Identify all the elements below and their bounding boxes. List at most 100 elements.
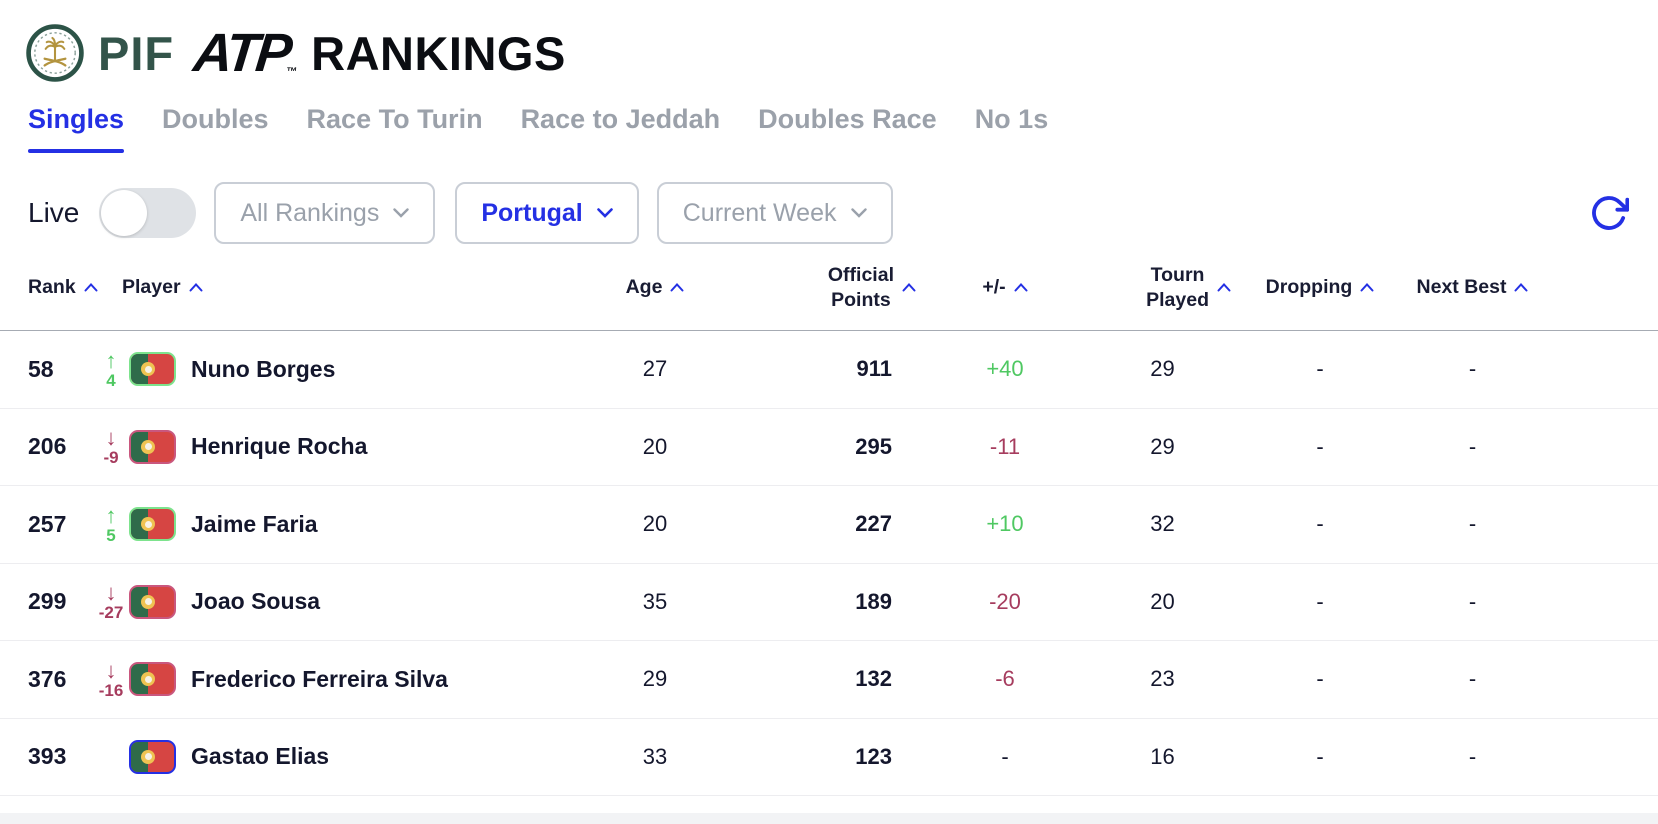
table-row[interactable]: 376 -16 Frederico Ferreira Silva 29 132 … [0, 641, 1658, 719]
portugal-flag-icon [129, 507, 176, 542]
next-best-value: - [1468, 511, 1477, 537]
table-row[interactable]: 257 5 Jaime Faria 20 227 +10 32 - - [0, 486, 1658, 564]
age-value: 35 [642, 588, 668, 614]
age-value: 20 [642, 433, 668, 459]
brand-header: PIF ATP ™ RANKINGS [0, 0, 1658, 90]
dropping-value: - [1316, 588, 1324, 614]
sort-chevron-icon[interactable] [902, 283, 916, 292]
country-value: Portugal [481, 198, 583, 227]
player-name-link[interactable]: Henrique Rocha [191, 433, 368, 460]
rank-move-value: -27 [98, 603, 124, 623]
column-header-official-points[interactable]: Official Points [700, 263, 930, 312]
refresh-icon [1592, 196, 1629, 230]
rank-value: 376 [28, 665, 67, 692]
next-row-partial [0, 813, 1658, 824]
pif-wordmark: PIF [98, 26, 175, 80]
sort-chevron-icon[interactable] [1217, 283, 1231, 292]
ranking-type-dropdown[interactable]: All Rankings [214, 182, 436, 244]
sort-chevron-icon[interactable] [670, 283, 684, 292]
dropping-value: - [1316, 511, 1324, 537]
tab-race-to-turin[interactable]: Race To Turin [306, 104, 483, 134]
flag-cell [127, 507, 183, 542]
tournaments-played-value: 29 [1150, 433, 1175, 459]
sort-chevron-icon[interactable] [189, 283, 203, 292]
country-dropdown[interactable]: Portugal [455, 182, 639, 244]
rank-move-arrow-icon [106, 582, 117, 604]
live-toggle[interactable] [99, 188, 197, 238]
dropping-value: - [1316, 666, 1324, 692]
flag-cell [127, 352, 183, 387]
rank-movement: 4 [95, 350, 127, 389]
refresh-button[interactable] [1588, 190, 1630, 236]
rank-move-value: 4 [106, 370, 116, 390]
next-best-value: - [1468, 666, 1477, 692]
table-row[interactable]: 58 4 Nuno Borges 27 911 +40 29 - - [0, 331, 1658, 409]
column-header-next-best[interactable]: Next Best [1395, 276, 1550, 299]
rank-move-value: 5 [106, 525, 116, 545]
player-name-link[interactable]: Gastao Elias [191, 743, 330, 770]
table-row[interactable]: 393 Gastao Elias 33 123 - 16 - - [0, 719, 1658, 796]
dropping-value: - [1316, 356, 1324, 382]
rank-movement: -27 [95, 582, 127, 621]
player-name-link[interactable]: Frederico Ferreira Silva [191, 665, 448, 692]
tab-singles[interactable]: Singles [28, 104, 125, 153]
chevron-down-icon [596, 208, 613, 218]
official-points-value: 911 [856, 356, 893, 382]
portugal-flag-icon [129, 739, 176, 774]
rank-move-arrow-icon [106, 505, 117, 527]
table-row[interactable]: 299 -27 Joao Sousa 35 189 -20 20 - - [0, 564, 1658, 641]
rank-movement: -9 [95, 427, 127, 466]
age-value: 20 [642, 511, 668, 537]
filter-bar: Live All Rankings Portugal Current Week [0, 153, 1658, 245]
column-header-rank[interactable]: Rank [0, 276, 98, 299]
flag-cell [127, 584, 183, 619]
pif-emblem-icon [26, 24, 84, 82]
tab-race-to-jeddah[interactable]: Race to Jeddah [520, 104, 721, 134]
flag-cell [127, 429, 183, 464]
player-name-link[interactable]: Nuno Borges [191, 355, 336, 382]
portugal-flag-icon [129, 429, 176, 464]
rank-move-arrow-icon [106, 427, 117, 449]
rank-value: 299 [28, 588, 67, 615]
week-value: Current Week [682, 198, 837, 227]
live-label: Live [28, 197, 80, 228]
rank-move-arrow-icon [106, 660, 117, 682]
live-toggle-knob [101, 190, 148, 236]
page-title: RANKINGS [311, 26, 566, 80]
rank-value: 393 [28, 743, 67, 770]
column-header-age[interactable]: Age [610, 276, 700, 299]
next-best-value: - [1468, 743, 1477, 769]
sort-chevron-icon[interactable] [1514, 283, 1528, 292]
flag-cell [127, 739, 183, 774]
tournaments-played-value: 32 [1150, 511, 1175, 537]
tournaments-played-value: 29 [1150, 356, 1175, 382]
rankings-table-body: 58 4 Nuno Borges 27 911 +40 29 - - [0, 331, 1658, 796]
age-value: 33 [642, 743, 668, 769]
table-header-row: Rank Player Age Official Points +/- Tourn… [0, 245, 1658, 331]
column-header-plus-minus[interactable]: +/- [930, 276, 1080, 299]
player-name-link[interactable]: Joao Sousa [191, 588, 321, 615]
chevron-down-icon [393, 208, 410, 218]
official-points-value: 132 [855, 666, 892, 692]
rank-value: 58 [28, 355, 54, 382]
column-header-dropping[interactable]: Dropping [1245, 276, 1395, 299]
tab-doubles[interactable]: Doubles [162, 104, 269, 134]
age-value: 29 [642, 666, 668, 692]
sort-chevron-icon[interactable] [1014, 283, 1028, 292]
portugal-flag-icon [129, 584, 176, 619]
points-delta-value: +10 [986, 511, 1024, 537]
player-name-link[interactable]: Jaime Faria [191, 510, 318, 537]
tab-no-1s[interactable]: No 1s [974, 104, 1049, 134]
points-delta-value: -20 [989, 588, 1021, 614]
week-dropdown[interactable]: Current Week [656, 182, 893, 244]
column-header-player[interactable]: Player [95, 276, 610, 299]
tab-doubles-race[interactable]: Doubles Race [758, 104, 937, 134]
sort-chevron-icon[interactable] [84, 283, 98, 292]
points-delta-value: -6 [995, 666, 1015, 692]
official-points-value: 227 [855, 511, 892, 537]
table-row[interactable]: 206 -9 Henrique Rocha 20 295 -11 29 - - [0, 409, 1658, 486]
column-header-tourn-played[interactable]: Tourn Played [1080, 263, 1245, 312]
age-value: 27 [642, 356, 668, 382]
sort-chevron-icon[interactable] [1360, 283, 1374, 292]
